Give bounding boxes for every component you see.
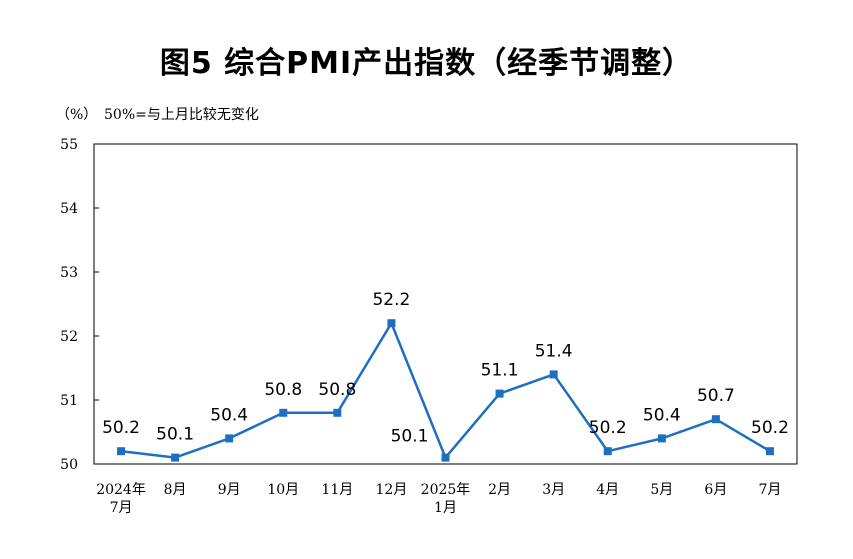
data-label: 50.1 xyxy=(156,425,194,445)
x-tick-label: 8月 xyxy=(164,482,187,498)
y-tick-label: 50 xyxy=(60,457,78,473)
y-tick-label: 51 xyxy=(60,393,78,409)
x-tick-label: 2024年 xyxy=(96,482,146,498)
data-point xyxy=(441,453,450,462)
data-label: 50.2 xyxy=(589,418,627,438)
x-tick-label: 7月 xyxy=(110,500,133,516)
data-point xyxy=(333,408,342,417)
data-point xyxy=(495,389,504,398)
x-tick-label: 3月 xyxy=(542,482,565,498)
x-tick-label: 11月 xyxy=(321,482,353,498)
x-tick-label: 4月 xyxy=(596,482,619,498)
data-point xyxy=(549,370,558,379)
data-label: 50.4 xyxy=(643,405,681,425)
x-tick-label: 12月 xyxy=(376,482,408,498)
data-label: 52.2 xyxy=(372,290,410,310)
data-point xyxy=(765,447,774,456)
x-tick-label: 6月 xyxy=(704,482,727,498)
data-point xyxy=(171,453,180,462)
data-label: 51.1 xyxy=(481,361,519,381)
data-label: 51.4 xyxy=(535,341,573,361)
x-tick-label: 7月 xyxy=(759,482,782,498)
y-tick-label: 54 xyxy=(60,201,78,217)
x-tick-label: 9月 xyxy=(218,482,241,498)
data-label: 50.8 xyxy=(318,380,356,400)
chart-title: 图5 综合PMI产出指数（经季节调整） xyxy=(159,46,694,81)
data-point xyxy=(603,447,612,456)
y-tick-label: 52 xyxy=(60,329,78,345)
data-point xyxy=(279,408,288,417)
plot-frame xyxy=(93,143,798,465)
x-tick-label: 5月 xyxy=(650,482,673,498)
data-label: 50.7 xyxy=(697,386,735,406)
data-point xyxy=(711,415,720,424)
data-point xyxy=(225,434,234,443)
data-point xyxy=(387,319,396,328)
data-label: 50.8 xyxy=(264,380,302,400)
data-label: 50.2 xyxy=(751,418,789,438)
data-point xyxy=(657,434,666,443)
x-tick-label: 10月 xyxy=(267,482,299,498)
data-label: 50.2 xyxy=(102,418,140,438)
data-label: 50.1 xyxy=(391,427,429,447)
chart-note: 50%=与上月比较无变化 xyxy=(104,107,259,123)
y-tick-label: 55 xyxy=(60,137,78,153)
x-tick-label: 1月 xyxy=(434,500,457,516)
x-tick-label: 2月 xyxy=(488,482,511,498)
y-tick-label: 53 xyxy=(60,265,78,281)
x-tick-label: 2025年 xyxy=(421,482,471,498)
y-axis-unit: （%） xyxy=(56,107,98,123)
data-label: 50.4 xyxy=(210,405,248,425)
data-point xyxy=(117,447,126,456)
series-line xyxy=(120,320,771,460)
